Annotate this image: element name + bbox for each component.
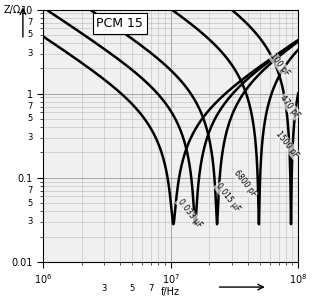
Y-axis label: Z/Ω: Z/Ω: [4, 5, 21, 15]
Text: 0.015 μF: 0.015 μF: [214, 182, 242, 214]
Text: 3: 3: [27, 217, 32, 226]
Text: 3: 3: [101, 284, 107, 293]
Text: PCM 15: PCM 15: [96, 17, 143, 30]
Text: 470 pF: 470 pF: [278, 94, 301, 120]
Text: 7: 7: [148, 284, 154, 293]
Text: 100 pF: 100 pF: [269, 52, 292, 78]
Text: 0.033 μF: 0.033 μF: [176, 197, 203, 229]
Text: 5: 5: [27, 115, 32, 123]
Text: 7: 7: [27, 186, 32, 195]
X-axis label: f/Hz: f/Hz: [161, 288, 180, 298]
Text: 7: 7: [27, 18, 32, 27]
Text: 3: 3: [27, 49, 32, 58]
Text: 1500 pF: 1500 pF: [274, 129, 300, 159]
Text: 7: 7: [27, 102, 32, 111]
Text: 5: 5: [130, 284, 135, 293]
Text: 6800 pF: 6800 pF: [232, 169, 258, 199]
Text: 3: 3: [27, 133, 32, 142]
Text: 5: 5: [27, 198, 32, 208]
Text: 5: 5: [27, 30, 32, 39]
